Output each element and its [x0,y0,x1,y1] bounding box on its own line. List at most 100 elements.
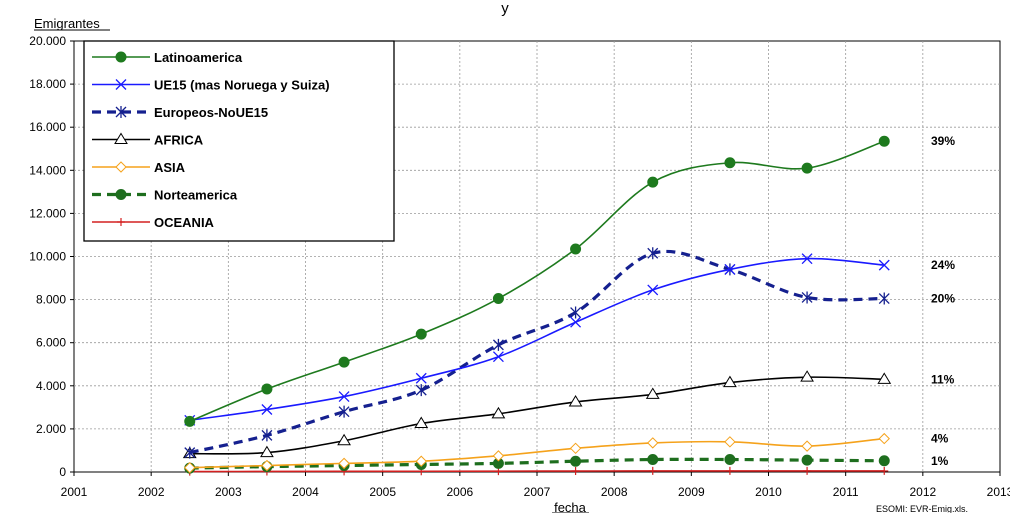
data-point [338,457,350,470]
series-asia: 4% [184,432,949,474]
series-line [189,470,885,473]
legend-label: Europeos-NoUE15 [154,105,268,120]
legend-item: Europeos-NoUE15 [92,105,268,120]
series-latinoamerica: 39% [184,134,955,427]
series-line [189,376,885,455]
data-point [261,459,273,472]
marker-dot [115,189,127,200]
marker-x [647,284,659,296]
data-point [570,243,582,255]
legend-label: ASIA [154,160,186,175]
marker-triangle [114,132,128,144]
data-point [878,432,890,445]
legend-marker [115,161,127,173]
marker-dot [724,157,736,169]
x-tick-label: 2007 [524,485,551,499]
series-line [189,437,885,469]
marker-dot [801,162,813,174]
data-point [184,415,196,427]
data-point [261,429,273,442]
data-point [491,406,506,419]
legend-marker [114,132,128,144]
marker-dot [415,328,427,340]
data-point [801,291,813,304]
data-point [803,466,812,475]
x-tick-label: 2006 [446,485,473,499]
legend: Latinoamerica UE15 (mas Noruega y Suiza) E… [83,40,395,242]
y-tick-label: 2.000 [36,422,66,436]
marker-plus [880,466,889,475]
chart-title: y [501,0,509,17]
data-point [801,440,813,452]
data-point [569,442,582,455]
marker-diamond [647,437,659,449]
data-point [723,375,737,388]
x-tick-label: 2009 [678,485,705,499]
legend-item: ASIA [92,160,186,175]
marker-triangle [877,372,892,384]
marker-dot [878,455,890,467]
series-norteamerica: 1% [184,454,949,474]
marker-diamond [184,461,196,474]
data-point [878,455,890,467]
legend-label: AFRICA [154,133,204,148]
marker-triangle [723,375,737,388]
data-point [492,450,505,462]
data-point [880,466,889,475]
marker-star [570,306,582,319]
marker-plus [648,466,657,475]
end-label: 20% [931,292,955,306]
x-tick-label: 2008 [601,485,628,499]
marker-diamond [569,442,582,455]
data-point [878,135,890,147]
data-point [647,247,659,260]
marker-diamond [415,455,427,467]
marker-x [570,316,582,328]
y-tick-label: 12.000 [29,206,66,220]
data-point [877,372,892,384]
legend-label: OCEANIA [154,215,215,230]
marker-diamond [261,459,273,472]
data-point [725,466,734,475]
data-point [801,253,813,265]
data-point [647,437,659,449]
legend-marker [115,51,127,63]
x-axis-label: fecha [554,500,587,513]
series-europeos-noue15: 20% [184,247,955,459]
legend-marker [117,218,125,226]
data-point [878,259,890,271]
y-tick-label: 20.000 [29,34,66,48]
marker-star [184,446,196,459]
marker-triangle [800,370,814,382]
marker-dot [184,415,196,427]
data-point [571,467,580,476]
data-point [492,351,504,363]
data-point [415,372,427,384]
marker-triangle [568,394,583,407]
end-label: 24% [931,258,955,272]
data-point [724,436,736,448]
y-tick-label: 4.000 [36,379,66,393]
series-line [189,140,885,423]
legend-marker [115,106,127,118]
data-point [338,356,350,368]
series-line [189,249,885,455]
series-line [189,457,885,470]
legend-label: Norteamerica [154,188,238,203]
data-point [724,454,736,466]
data-point [724,263,736,275]
legend-item: OCEANIA [92,215,215,230]
marker-dot [261,383,273,395]
series-oceania [185,466,889,476]
data-point [801,454,813,466]
marker-diamond [115,161,127,173]
legend-item: Latinoamerica [92,50,243,65]
marker-dot [801,454,813,466]
data-point [800,370,814,382]
marker-star [647,247,659,260]
y-tick-label: 16.000 [29,120,66,134]
data-point [801,162,813,174]
source-note: ESOMI: EVR-Emig.xls. [876,504,968,513]
marker-x [878,259,890,271]
